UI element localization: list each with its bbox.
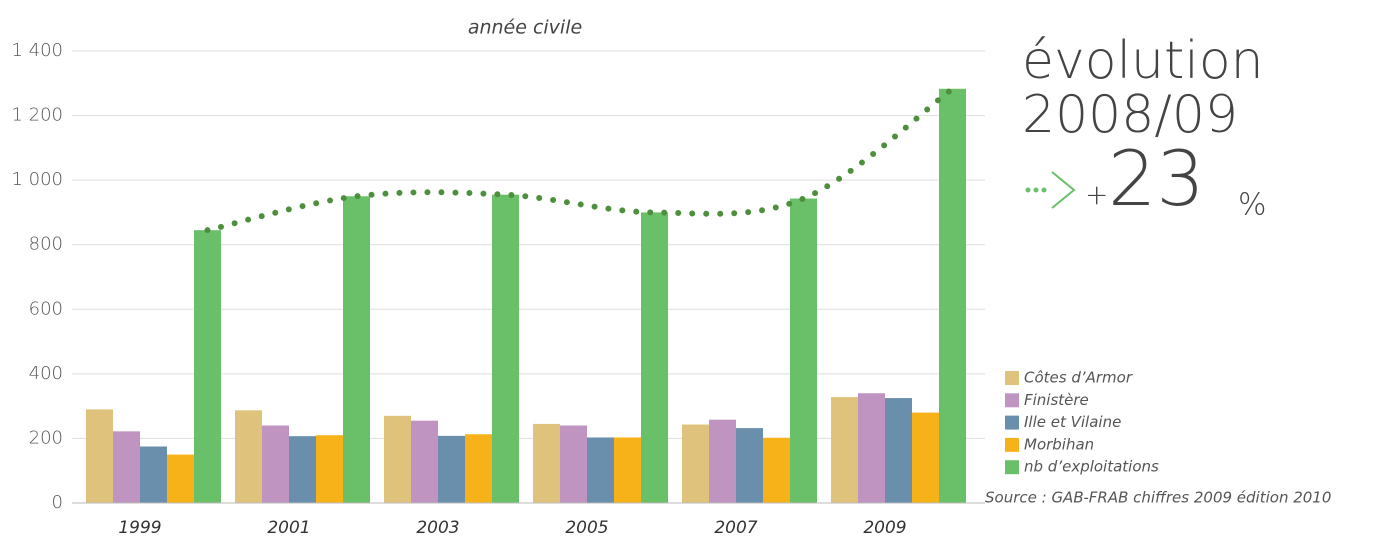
y-tick-label: 600 [29,298,63,319]
x-tick-label: 2001 [267,518,310,538]
bar [140,446,167,503]
annotation-sign: + [1085,178,1108,211]
bar [858,393,885,503]
x-tick-label: 2009 [863,518,906,538]
bar [289,436,316,503]
annotation-text: évolution [1022,31,1264,91]
y-tick-label: 800 [29,234,63,255]
bar [912,412,939,503]
bar [492,194,519,503]
bar [587,437,614,503]
bar [262,425,289,503]
annotation-unit: % [1238,188,1267,223]
legend-label: Ille et Vilaine [1024,413,1121,431]
bar [939,88,966,503]
bar [411,420,438,503]
chart-title: année civile [468,17,582,39]
legend-label: Côtes d’Armor [1024,369,1133,387]
x-tick-label: 2005 [565,518,608,538]
bar [384,415,411,503]
bar [113,431,140,503]
annotation-number: 23 [1108,134,1205,223]
bar [465,434,492,503]
annotation: évolution 2008/09 + 23 % [1022,31,1267,223]
bar [709,419,736,503]
bar [194,230,221,503]
legend-label: nb d’exploitations [1024,458,1159,476]
bar [682,424,709,503]
legend-swatch [1005,393,1019,408]
bar [831,397,858,503]
y-tick-label: 1 000 [11,169,63,190]
y-tick-label: 1 200 [11,105,63,126]
trend-line [204,85,956,234]
bar [167,454,194,503]
bar [86,409,113,503]
y-tick-label: 200 [29,427,63,448]
legend-label: Finistère [1024,391,1089,409]
x-tick-label: 2003 [416,518,459,538]
y-tick-label: 1 400 [11,40,63,61]
bar [614,437,641,503]
bar [316,435,343,503]
bar [343,196,370,504]
bar [736,428,763,503]
legend-swatch [1005,460,1019,475]
annotation-text: 2008/09 [1022,85,1238,145]
x-tick-label: 1999 [118,518,161,538]
legend-label: Morbihan [1024,435,1094,453]
bar [885,398,912,503]
x-tick-label: 2007 [714,518,757,538]
y-tick-label: 400 [29,363,63,384]
bar [641,212,668,503]
bar [790,198,817,503]
bar [438,435,465,503]
y-tick-label: 0 [52,492,63,513]
source: Source : GAB-FRAB chiffres 2009 édition … [985,489,1331,507]
legend-swatch [1005,371,1019,385]
legend-swatch [1005,415,1019,430]
arrow-icon [1025,171,1076,209]
bar [235,410,262,503]
bar [560,425,587,503]
legend-swatch [1005,437,1019,452]
bar [763,437,790,503]
bar [533,423,560,503]
